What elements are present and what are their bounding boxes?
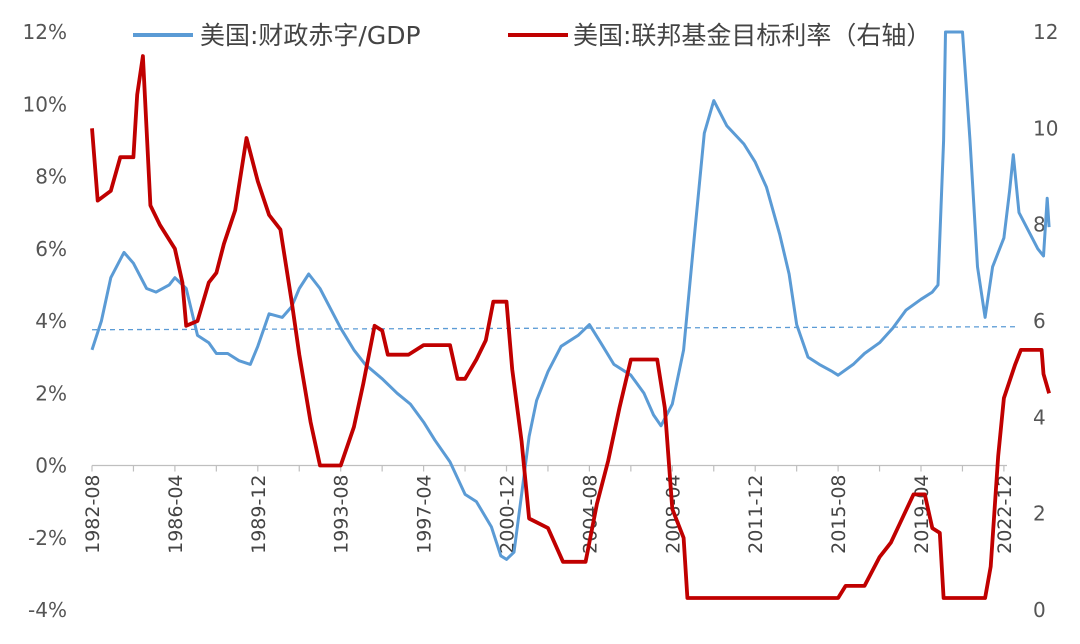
- x-axis-tick-label: 2004-08: [579, 475, 601, 554]
- right-axis-tick-label: 6: [1033, 309, 1046, 333]
- left-axis-tick-label: 12%: [23, 20, 67, 44]
- series-line-deficit-to-gdp: [90, 30, 1051, 561]
- reference-line: [91, 326, 1016, 331]
- x-axis-tick-label: 1997-04: [414, 475, 436, 554]
- left-axis-tick-label: 6%: [35, 237, 67, 261]
- x-axis-tick-label: 1986-04: [165, 475, 187, 554]
- left-axis-tick-label: 4%: [35, 309, 67, 333]
- x-axis-ticks: [91, 465, 1005, 472]
- right-axis-tick-label: 10: [1033, 116, 1058, 140]
- x-axis-labels: 1982-08 1986-04 1989-12 1993-08 1997-04 2000-…: [82, 475, 1016, 554]
- right-axis-tick-label: 4: [1033, 405, 1046, 429]
- left-axis-tick-label: 10%: [23, 92, 67, 116]
- right-axis-tick-label: 2: [1033, 502, 1046, 526]
- x-axis-tick-label: 2022-12: [994, 475, 1016, 554]
- left-axis-tick-label: 2%: [35, 381, 67, 405]
- legend-label-fed-rate: 美国:联邦基金目标利率（右轴）: [573, 21, 931, 50]
- x-axis-tick-label: 1993-08: [331, 475, 353, 554]
- left-axis-labels: 12% 10% 8% 6% 4% 2% 0% -2% -4%: [23, 20, 67, 622]
- series-line-fed-funds-target-rate: [90, 54, 1051, 600]
- right-axis-tick-label: 12: [1033, 20, 1058, 44]
- x-axis-tick-label: 1982-08: [82, 475, 104, 554]
- x-axis-tick-label: 2015-08: [828, 475, 850, 554]
- left-axis-tick-label: -4%: [28, 598, 67, 622]
- legend: 美国:财政赤字/GDP 美国:联邦基金目标利率（右轴）: [133, 21, 931, 50]
- right-axis-labels: 12 10 8 6 4 2 0: [1033, 20, 1058, 622]
- left-axis-tick-label: -2%: [28, 526, 67, 550]
- right-axis-tick-label: 0: [1033, 598, 1046, 622]
- left-axis-tick-label: 0%: [35, 454, 67, 478]
- left-axis-tick-label: 8%: [35, 165, 67, 189]
- right-axis-tick-label: 8: [1033, 213, 1046, 237]
- x-axis-tick-label: 2000-12: [497, 475, 519, 554]
- x-axis-tick-label: 1989-12: [248, 475, 270, 554]
- legend-label-deficit: 美国:财政赤字/GDP: [200, 21, 421, 50]
- x-axis-tick-label: 2011-12: [745, 475, 767, 554]
